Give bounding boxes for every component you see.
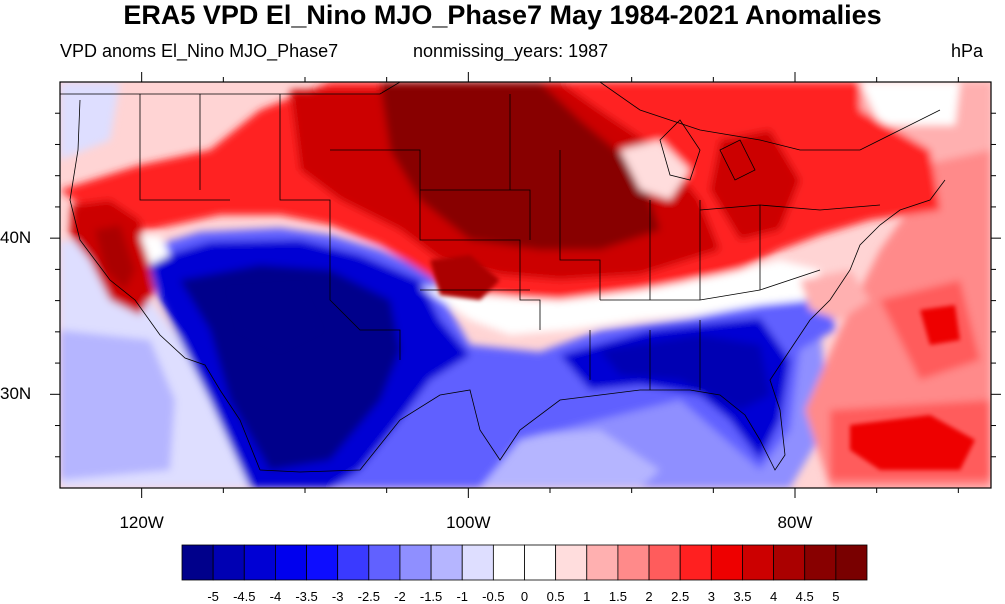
colorbar-label: -2.5	[357, 589, 381, 604]
lat-tick-label: 30N	[0, 384, 32, 404]
colorbar-swatch	[461, 544, 494, 581]
colorbar-swatch	[586, 544, 619, 581]
axis-ticks	[50, 72, 1001, 498]
subtitle-center: nonmissing_years: 1987	[413, 41, 609, 61]
colorbar-label: 2.5	[671, 589, 690, 604]
colorbar-label: 3.5	[733, 589, 752, 604]
colorbar-label: -4	[269, 589, 282, 604]
colorbar-label: 4	[769, 589, 778, 604]
map-title: ERA5 VPD El_Nino MJO_Phase7 May 1984-202…	[123, 0, 882, 30]
colorbar-swatch	[306, 544, 339, 581]
colorbar-swatch	[804, 544, 837, 581]
colorbar-label: 0.5	[546, 589, 565, 604]
colorbar-swatch	[524, 544, 557, 581]
colorbar-swatch	[555, 544, 588, 581]
colorbar-swatch	[617, 544, 650, 581]
colorbar-swatch	[773, 544, 806, 581]
colorbar-swatch	[742, 544, 774, 581]
colorbar-swatch	[430, 544, 463, 581]
colorbar-swatch	[492, 544, 525, 581]
colorbar-label: -0.5	[482, 589, 505, 604]
anomaly-field	[60, 82, 991, 488]
colorbar-swatch	[212, 544, 245, 581]
plot-frame	[59, 81, 992, 489]
colorbar-swatch	[181, 544, 214, 581]
colorbar-label: -5	[207, 589, 219, 604]
colorbar-label: 0	[520, 589, 529, 604]
colorbar-swatch	[648, 544, 681, 581]
colorbar-swatch	[399, 544, 432, 581]
lat-tick-label: 40N	[0, 228, 32, 248]
colorbar-label: 2	[645, 589, 653, 604]
colorbar-label: -1	[456, 589, 468, 604]
colorbar-swatch	[368, 544, 401, 581]
colorbar-label: 5	[832, 589, 840, 604]
units-label: hPa	[951, 41, 984, 61]
lon-tick-label: 120W	[119, 513, 164, 532]
colorbar-label: 1.5	[608, 589, 627, 604]
colorbar-label: 3	[707, 589, 715, 604]
lon-tick-label: 80W	[777, 513, 813, 532]
colorbar-label: -1.5	[419, 589, 443, 604]
lon-tick-label: 100W	[446, 513, 491, 532]
colorbar-swatch	[275, 544, 307, 581]
colorbar-swatch	[835, 544, 868, 581]
colorbar-label: -3.5	[295, 589, 318, 604]
colorbar-swatch	[710, 544, 743, 581]
colorbar-swatch	[337, 544, 370, 581]
colorbar-label: -4.5	[233, 589, 256, 604]
colorbar-swatch	[679, 544, 712, 581]
colorbar-swatch	[243, 544, 276, 581]
colorbar-label: 4.5	[795, 589, 814, 604]
colorbar-label: -3	[331, 589, 344, 604]
subtitle-left: VPD anoms El_Nino MJO_Phase7	[60, 41, 339, 61]
coastline-and-borders	[60, 82, 946, 473]
colorbar-label: 1	[583, 589, 591, 604]
colorbar-label: -2	[394, 589, 406, 604]
